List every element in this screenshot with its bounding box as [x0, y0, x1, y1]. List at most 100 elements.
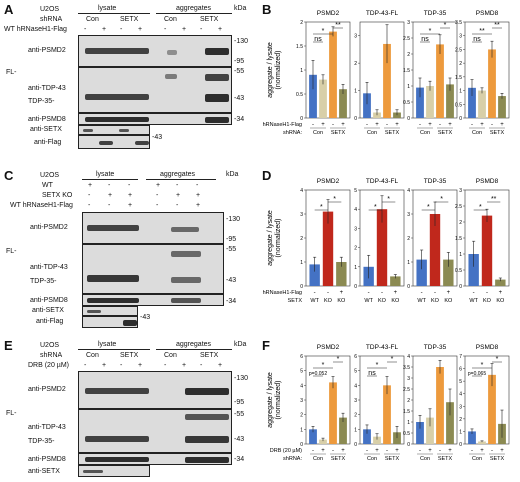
- significance-label: ns: [368, 370, 376, 377]
- bar: [488, 374, 496, 444]
- significance-label: *: [479, 204, 482, 211]
- x-sign: +: [480, 448, 484, 454]
- x-group-label: WT: [364, 298, 373, 304]
- blot-flag: [82, 316, 138, 328]
- chart-title: TDP-35: [424, 344, 447, 351]
- x-sign: -: [381, 290, 383, 296]
- bar: [416, 87, 424, 118]
- kda-label: kDa: [234, 341, 247, 348]
- x-sign: +: [428, 448, 432, 454]
- significance-label: *: [337, 356, 340, 363]
- x-group-label: Con: [420, 456, 430, 462]
- chart-title: TDP-43-FL: [366, 344, 399, 351]
- bar: [426, 86, 434, 118]
- chart-title: TDP-43-FL: [366, 178, 399, 185]
- x-sign: +: [499, 290, 503, 296]
- sign: +: [128, 202, 133, 209]
- panel-D: D aggregate / lysate (normalized) PSMD2 0 1 2…: [260, 166, 520, 326]
- x-sign: +: [375, 122, 379, 128]
- sign: -: [196, 182, 199, 189]
- x-sign: +: [447, 290, 451, 296]
- blot-label: anti-PSMD2: [28, 386, 66, 393]
- y-axis-label: aggregate / lysate: [267, 42, 274, 98]
- y-tick-label: 1.5: [455, 75, 462, 81]
- group-line: [146, 179, 216, 180]
- y-tick-label: 0: [354, 116, 357, 122]
- sign: +: [102, 362, 107, 369]
- y-tick-label: 3: [354, 34, 357, 40]
- significance-label: **: [479, 28, 485, 35]
- kda-label: kDa: [226, 171, 239, 178]
- x-row-label: SETX: [288, 298, 303, 304]
- y-tick-label: 3: [407, 212, 410, 218]
- panel-B: B aggregate / lysate (normalized) PSMD2 0 0.…: [260, 0, 520, 160]
- x-group-label: WT: [417, 298, 426, 304]
- y-axis-label: (normalized): [275, 51, 282, 90]
- blot-psmd8: [82, 294, 224, 306]
- x-group-label: Con: [313, 130, 323, 136]
- y-tick-label: 7: [459, 354, 462, 360]
- y-tick-label: 1: [459, 429, 462, 435]
- y-axis-label: (normalized): [275, 219, 282, 258]
- x-group-label: WT: [469, 298, 478, 304]
- y-tick-label: 0: [407, 442, 410, 448]
- y-tick-label: 3: [459, 34, 462, 40]
- significance-label: ns: [421, 36, 429, 43]
- y-tick-label: 0.5: [403, 431, 410, 437]
- blot-label: TDP-35-: [28, 98, 55, 105]
- panel-A: A U2OS lysate aggregates kDa shRNA Con S…: [0, 0, 250, 160]
- y-tick-label: 2.5: [403, 36, 410, 42]
- sign: -: [164, 362, 167, 369]
- x-group-label: WT: [310, 298, 319, 304]
- bar: [390, 276, 401, 286]
- y-tick-label: 5: [300, 369, 303, 375]
- panel-letter: F: [262, 338, 270, 353]
- x-sign: -: [473, 290, 475, 296]
- significance-label: *: [376, 362, 379, 369]
- shrna-value: Con: [164, 16, 177, 23]
- marker: -55: [234, 411, 245, 418]
- blot-label: anti-SETX: [28, 468, 60, 475]
- blot-psmd2: [82, 212, 224, 244]
- y-tick-label: 0: [354, 442, 357, 448]
- marker: -130: [234, 375, 249, 382]
- blot-setx: [78, 125, 150, 135]
- x-sign: +: [341, 448, 345, 454]
- y-tick-label: 3: [354, 398, 357, 404]
- marker: -43: [152, 134, 163, 141]
- shrna-value: Con: [86, 16, 99, 23]
- bar: [416, 259, 427, 286]
- bar: [309, 74, 317, 118]
- x-group-label: KO: [337, 298, 346, 304]
- blot-tdp43: [78, 67, 232, 113]
- marker: -95: [226, 236, 237, 243]
- bar: [478, 90, 486, 118]
- x-sign: -: [314, 290, 316, 296]
- x-sign: -: [434, 290, 436, 296]
- sign: +: [108, 192, 113, 199]
- bar: [319, 439, 327, 444]
- marker: -34: [234, 456, 245, 463]
- sign: -: [200, 26, 203, 33]
- marker: -43: [226, 277, 237, 284]
- x-sign: -: [332, 122, 334, 128]
- kda-label: kDa: [234, 5, 247, 12]
- sign: +: [102, 26, 107, 33]
- x-sign: +: [341, 122, 345, 128]
- blot-psmd8: [78, 113, 232, 125]
- sign: +: [196, 202, 201, 209]
- x-sign: -: [366, 122, 368, 128]
- marker: -34: [234, 116, 245, 123]
- blot-label: TDP-35-: [28, 438, 55, 445]
- y-tick-label: 0: [459, 116, 462, 122]
- y-tick-label: 0: [407, 116, 410, 122]
- x-sign: -: [471, 122, 473, 128]
- blot-label: FL-: [6, 248, 17, 255]
- bar: [373, 436, 381, 444]
- x-group-label: SETX: [438, 130, 453, 136]
- bar: [339, 417, 347, 444]
- significance-label: **: [335, 22, 341, 29]
- bar: [468, 431, 476, 444]
- group-line: [156, 13, 232, 14]
- blot-label: anti-Flag: [36, 318, 64, 325]
